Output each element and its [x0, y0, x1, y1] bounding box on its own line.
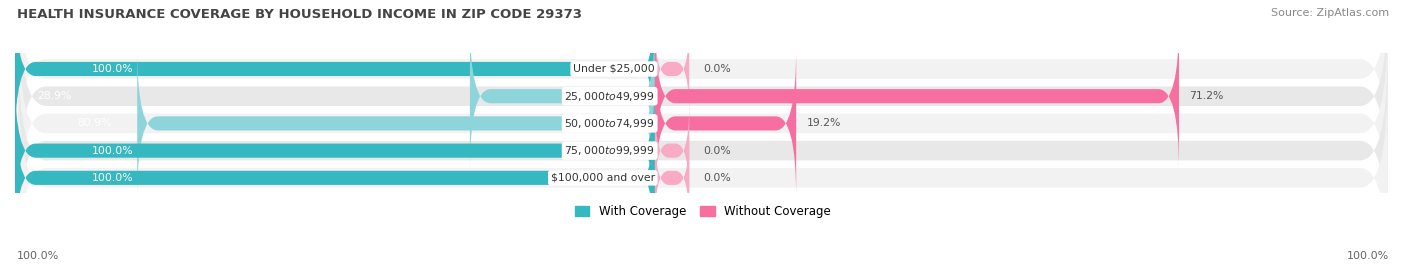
- FancyBboxPatch shape: [138, 49, 655, 198]
- FancyBboxPatch shape: [655, 130, 689, 225]
- Text: 0.0%: 0.0%: [703, 146, 731, 156]
- FancyBboxPatch shape: [18, 24, 1388, 222]
- FancyBboxPatch shape: [18, 0, 1388, 168]
- Text: 100.0%: 100.0%: [91, 173, 134, 183]
- FancyBboxPatch shape: [18, 0, 1388, 195]
- FancyBboxPatch shape: [15, 103, 655, 252]
- Text: 28.9%: 28.9%: [37, 91, 72, 101]
- Text: 0.0%: 0.0%: [703, 64, 731, 74]
- Text: $50,000 to $74,999: $50,000 to $74,999: [564, 117, 655, 130]
- FancyBboxPatch shape: [15, 76, 655, 225]
- FancyBboxPatch shape: [655, 49, 796, 198]
- Text: 71.2%: 71.2%: [1189, 91, 1223, 101]
- FancyBboxPatch shape: [470, 22, 655, 171]
- FancyBboxPatch shape: [655, 103, 689, 198]
- FancyBboxPatch shape: [18, 52, 1388, 250]
- Text: $100,000 and over: $100,000 and over: [551, 173, 655, 183]
- Text: Source: ZipAtlas.com: Source: ZipAtlas.com: [1271, 8, 1389, 18]
- Text: Under $25,000: Under $25,000: [574, 64, 655, 74]
- Text: 100.0%: 100.0%: [1347, 251, 1389, 261]
- Text: 80.9%: 80.9%: [77, 118, 111, 128]
- FancyBboxPatch shape: [655, 22, 689, 116]
- Text: $25,000 to $49,999: $25,000 to $49,999: [564, 90, 655, 103]
- Text: 100.0%: 100.0%: [17, 251, 59, 261]
- FancyBboxPatch shape: [18, 79, 1388, 269]
- Text: $75,000 to $99,999: $75,000 to $99,999: [564, 144, 655, 157]
- Text: HEALTH INSURANCE COVERAGE BY HOUSEHOLD INCOME IN ZIP CODE 29373: HEALTH INSURANCE COVERAGE BY HOUSEHOLD I…: [17, 8, 582, 21]
- Text: 100.0%: 100.0%: [91, 64, 134, 74]
- FancyBboxPatch shape: [15, 0, 655, 144]
- Text: 19.2%: 19.2%: [807, 118, 841, 128]
- Text: 0.0%: 0.0%: [703, 173, 731, 183]
- Text: 100.0%: 100.0%: [91, 146, 134, 156]
- Legend: With Coverage, Without Coverage: With Coverage, Without Coverage: [575, 205, 831, 218]
- FancyBboxPatch shape: [655, 22, 1180, 171]
